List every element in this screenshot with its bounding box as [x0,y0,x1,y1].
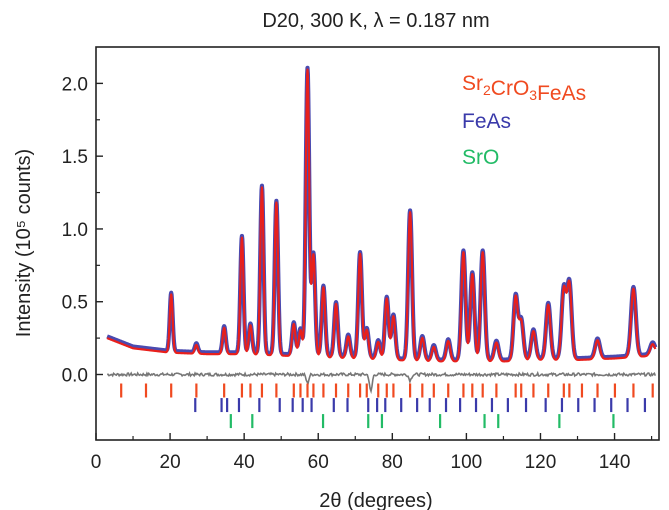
x-tick-label: 20 [160,452,181,473]
plot-frame [95,46,660,441]
observed-data-layer [105,65,658,362]
difference-curve-layer [106,370,657,395]
difference-curve [106,370,657,395]
calculated-curve [106,68,657,363]
legend-entry-feas: FeAs [462,110,511,133]
y-tick-label: 2.0 [62,74,88,95]
y-tick-label: 0.5 [62,293,88,314]
legend: Sr2CrO3FeAs FeAs SrO [462,72,586,169]
x-tick-label: 60 [308,452,329,473]
observed-curve [105,65,658,362]
legend-entry-sr2cro3feas: Sr2CrO3FeAs [462,72,586,105]
y-tick-label: 0.0 [62,366,88,387]
x-tick-label: 0 [91,452,102,473]
x-tick-label: 120 [525,452,557,473]
chart-title: D20, 300 K, λ = 0.187 nm [262,10,489,32]
calculated-curve-layer [106,68,657,363]
axis-layer: 0 20 40 60 80 100 120 140 0.0 0.5 1.0 1.5 2.0 [62,74,653,473]
reflection-ticks-layer [120,383,654,429]
y-axis-title: Intensity (10⁵ counts) [13,149,35,337]
y-tick-label: 1.5 [62,147,88,168]
x-tick-label: 140 [599,452,631,473]
legend-entry-sro: SrO [462,146,499,169]
x-axis-title: 2θ (degrees) [319,490,432,510]
x-tick-label: 40 [234,452,255,473]
x-tick-label: 100 [451,452,483,473]
y-tick-label: 1.0 [62,220,88,241]
x-tick-label: 80 [382,452,403,473]
